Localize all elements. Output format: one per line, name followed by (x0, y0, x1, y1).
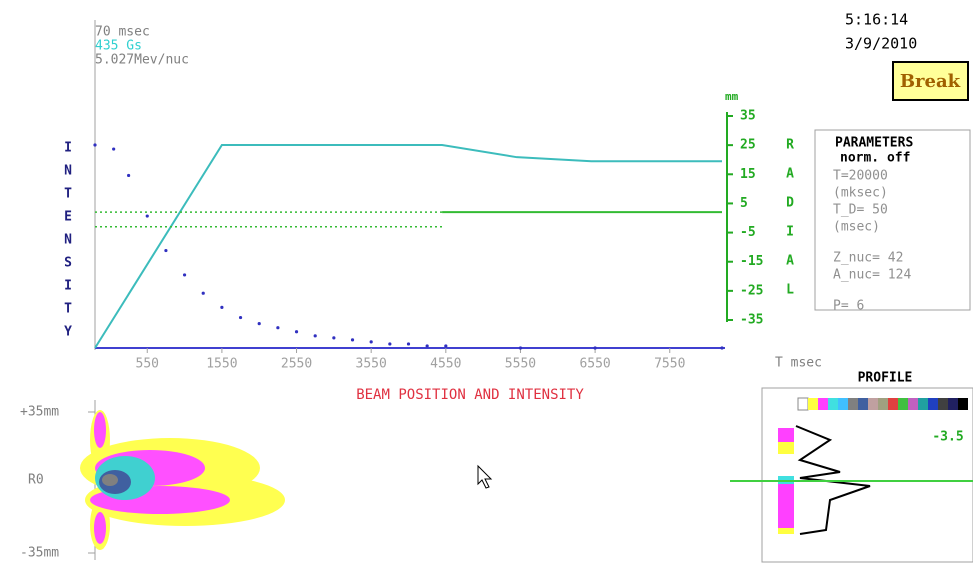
intensity-point (426, 344, 429, 347)
position-top: +35mm (20, 405, 59, 420)
intensity-letter: S (64, 256, 72, 271)
y-tick-label: 15 (740, 167, 756, 182)
intensity-point (93, 143, 96, 146)
intensity-point (112, 147, 115, 150)
color-scale (798, 398, 968, 410)
x-axis-label: T msec (775, 356, 822, 371)
x-tick-label: 4550 (430, 357, 461, 372)
intensity-point (720, 346, 723, 349)
x-tick-label: 2550 (281, 357, 312, 372)
intensity-letter: N (64, 233, 72, 248)
intensity-point (295, 330, 298, 333)
parameter-line: Z_nuc= 42 (833, 251, 903, 266)
x-tick-label: 6550 (579, 357, 610, 372)
y-tick-label: -25 (740, 283, 763, 298)
parameter-line: A_nuc= 124 (833, 268, 911, 283)
intensity-point (332, 336, 335, 339)
intensity-point (276, 326, 279, 329)
x-tick-label: 3550 (356, 357, 387, 372)
intensity-letter: T (64, 187, 72, 202)
intensity-letter: Y (64, 325, 72, 340)
parameters-title: PARAMETERS (835, 136, 913, 151)
intensity-point (351, 338, 354, 341)
y-tick-label: 25 (740, 138, 756, 153)
intensity-letter: I (64, 141, 72, 156)
x-tick-label: 1550 (206, 357, 237, 372)
profile-value: -3.5 (932, 430, 963, 445)
intensity-letter: E (64, 210, 72, 225)
intensity-point (164, 249, 167, 252)
intensity-point (388, 342, 391, 345)
clock: 5:16:14 (845, 11, 908, 29)
radial-letter: A (786, 167, 794, 182)
date: 3/9/2010 (845, 35, 917, 53)
parameter-line: T=20000 (833, 169, 888, 184)
parameter-line: (mksec) (833, 186, 888, 201)
intensity-point (519, 346, 522, 349)
parameter-line: T_D= 50 (833, 203, 888, 218)
intensity-point (594, 346, 597, 349)
intensity-point (258, 322, 261, 325)
intensity-point (183, 273, 186, 276)
parameter-line: (msec) (833, 220, 880, 235)
intensity-point (220, 306, 223, 309)
y-unit: mm (725, 90, 739, 103)
intensity-point (444, 344, 447, 347)
energy-readout: 5.027Mev/nuc (95, 53, 189, 68)
y-tick-label: -15 (740, 254, 763, 269)
intensity-point (407, 342, 410, 345)
x-tick-label: 550 (136, 357, 159, 372)
x-tick-label: 7550 (654, 357, 685, 372)
radial-letter: D (786, 196, 794, 211)
x-tick-label: 5550 (505, 357, 536, 372)
position-bottom: -35mm (20, 546, 59, 561)
profile-box (762, 388, 973, 562)
profile-title: PROFILE (858, 371, 913, 386)
y-tick-label: 35 (740, 109, 756, 124)
chart-title: BEAM POSITION AND INTENSITY (356, 387, 584, 403)
y-tick-label: -5 (740, 225, 756, 240)
intensity-point (146, 214, 149, 217)
y-tick-label: -35 (740, 313, 763, 328)
screen: 70 msec 435 Gs 5.027Mev/nuc 5:16:14 3/9/… (0, 0, 973, 576)
intensity-letter: T (64, 302, 72, 317)
radial-letter: L (786, 283, 794, 298)
radial-letter: R (786, 138, 794, 153)
break-label[interactable]: Break (900, 71, 961, 92)
parameter-line: P= 6 (833, 299, 864, 314)
field-readout: 435 Gs (95, 39, 142, 54)
radial-letter: A (786, 254, 794, 269)
radial-letter: I (786, 225, 794, 240)
intensity-point (370, 340, 373, 343)
time-readout: 70 msec (95, 25, 150, 40)
intensity-point (202, 292, 205, 295)
intensity-point (127, 174, 130, 177)
intensity-point (239, 316, 242, 319)
intensity-letter: N (64, 164, 72, 179)
parameters-mode: norm. off (840, 151, 910, 166)
position-center: R0 (28, 473, 44, 488)
intensity-letter: I (64, 279, 72, 294)
y-tick-label: 5 (740, 196, 748, 211)
intensity-point (314, 334, 317, 337)
